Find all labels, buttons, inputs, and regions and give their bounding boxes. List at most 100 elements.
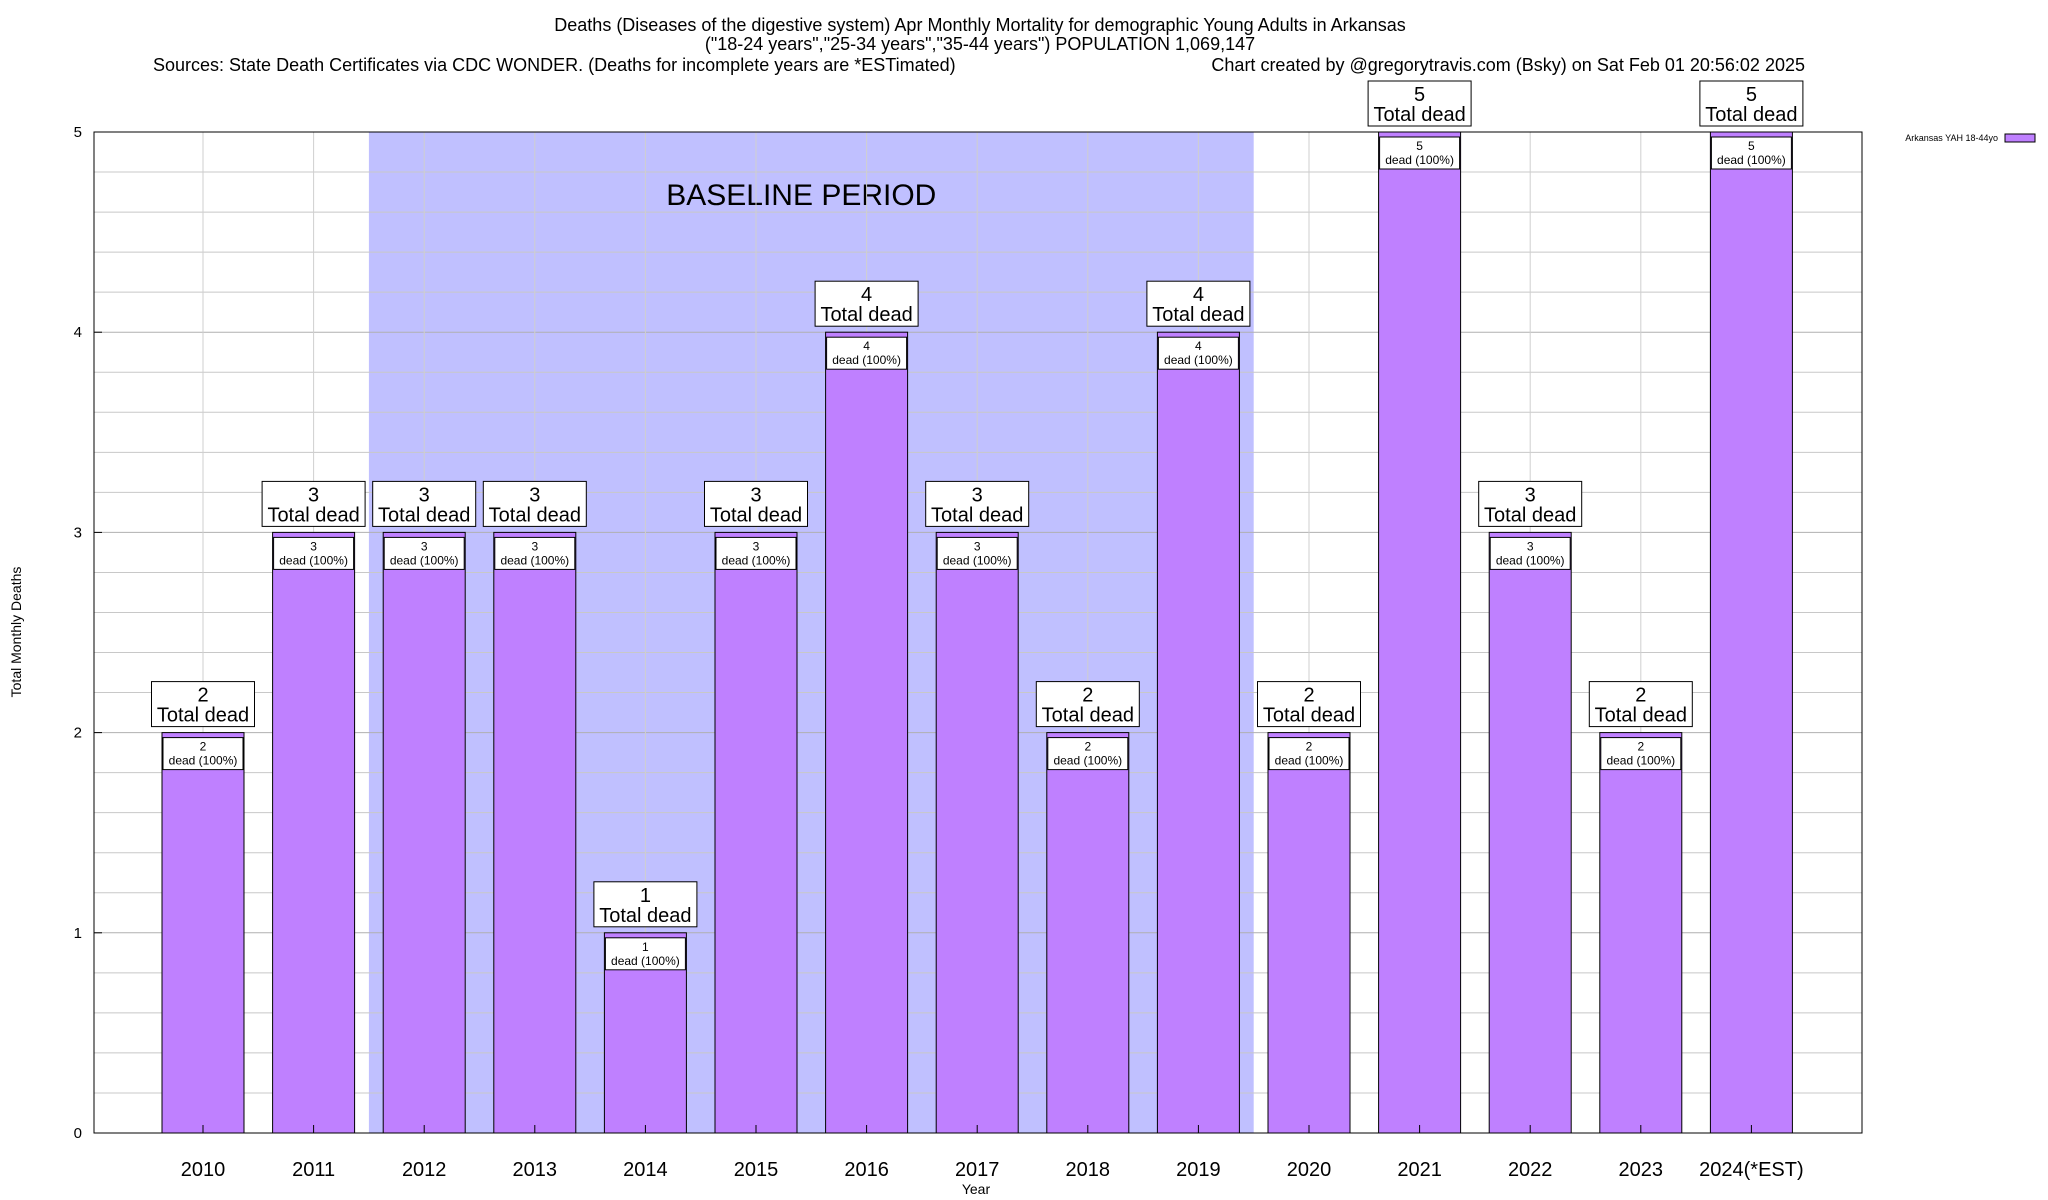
x-tick-label: 2017 (955, 1159, 1000, 1181)
total-label-text: Total dead (1595, 705, 1687, 727)
chart-source: Sources: State Death Certificates via CD… (153, 55, 956, 75)
total-label-value: 5 (1414, 84, 1425, 106)
bar-2020 (1267, 732, 1351, 1134)
x-tick-label: 2011 (292, 1159, 335, 1181)
segment-label-value: 1 (642, 940, 649, 954)
total-label-value: 1 (640, 885, 651, 907)
y-tick-label: 3 (74, 524, 82, 541)
segment-label-value: 3 (974, 539, 981, 553)
segment-label-box (1268, 737, 1350, 771)
segment-label-box (162, 737, 244, 771)
total-label-value: 3 (1525, 484, 1536, 506)
total-label-text: Total dead (1042, 705, 1134, 727)
bar-2023 (1599, 732, 1683, 1134)
segment-label-value: 2 (1306, 740, 1313, 754)
segment-label-value: 3 (753, 539, 760, 553)
segment-label-value: 2 (1084, 740, 1091, 754)
x-tick-label: 2012 (402, 1159, 447, 1181)
segment-label-box (936, 536, 1018, 570)
total-label-value: 3 (529, 484, 540, 506)
total-label-value: 3 (308, 484, 319, 506)
segment-label-text: dead (100%) (1717, 153, 1786, 167)
total-label-text: Total dead (820, 304, 912, 326)
total-label-text: Total dead (1705, 104, 1797, 126)
total-label-value: 4 (861, 284, 872, 306)
segment-label-box (1157, 336, 1239, 370)
chart-credit: Chart created by @gregorytravis.com (Bsk… (1211, 55, 1805, 75)
segment-label-text: dead (100%) (1164, 353, 1233, 367)
x-tick-label: 2013 (513, 1159, 558, 1181)
segment-label-text: dead (100%) (832, 353, 901, 367)
segment-label-value: 3 (1527, 539, 1534, 553)
bar-2012 (382, 531, 466, 1134)
segment-label-text: dead (100%) (1496, 553, 1565, 567)
y-tick-label: 2 (74, 725, 82, 742)
total-label-text: Total dead (1373, 104, 1465, 126)
segment-label-box (604, 937, 686, 971)
y-tick-label: 4 (74, 324, 82, 341)
x-tick-label: 2014 (623, 1159, 668, 1181)
bar-2018 (1046, 732, 1130, 1134)
total-label-box (925, 480, 1030, 527)
bar-2015 (714, 531, 798, 1134)
bar-2011 (272, 531, 356, 1134)
segment-label-value: 5 (1748, 139, 1755, 153)
x-axis-label: Year (962, 1181, 991, 1197)
total-label-value: 3 (419, 484, 430, 506)
total-label-text: Total dead (267, 504, 359, 526)
segment-label-text: dead (100%) (611, 954, 680, 968)
total-label-value: 4 (1193, 284, 1204, 306)
chart-title: Deaths (Diseases of the digestive system… (554, 15, 1405, 35)
total-label-value: 2 (1082, 685, 1093, 707)
segment-label-value: 2 (200, 740, 207, 754)
segment-label-value: 2 (1637, 740, 1644, 754)
total-label-box (1699, 80, 1804, 127)
segment-label-box (1600, 737, 1682, 771)
segment-label-value: 3 (310, 539, 317, 553)
total-label-text: Total dead (1263, 705, 1355, 727)
chart-subtitle: ("18-24 years","25-34 years","35-44 year… (705, 34, 1255, 54)
segment-label-text: dead (100%) (1053, 754, 1122, 768)
x-axis: 2010 2011 2012 2013 2014 2015 2016 2017 2018 2019… (181, 1125, 1804, 1181)
segment-label-box (383, 536, 465, 570)
total-label-text: Total dead (931, 504, 1023, 526)
segment-label-box (715, 536, 797, 570)
bars (161, 131, 1793, 1134)
segment-label-box (1047, 737, 1129, 771)
total-label-value: 3 (750, 484, 761, 506)
total-label-text: Total dead (710, 504, 802, 526)
total-label-value: 2 (197, 685, 208, 707)
segment-label-text: dead (100%) (1385, 153, 1454, 167)
x-tick-label: 2016 (844, 1159, 889, 1181)
segment-label-text: dead (100%) (943, 553, 1012, 567)
segment-label-value: 4 (1195, 339, 1202, 353)
x-tick-label: 2019 (1176, 1159, 1221, 1181)
x-tick-label: 2023 (1619, 1159, 1664, 1181)
legend: Arkansas YAH 18-44yo (1905, 133, 2036, 143)
segment-label-box (1379, 136, 1461, 170)
baseline-label: BASELINE PERIOD (666, 179, 936, 212)
total-label-box (593, 881, 698, 928)
bar-2016 (825, 331, 909, 1134)
total-label-text: Total dead (1484, 504, 1576, 526)
total-label-text: Total dead (378, 504, 470, 526)
bar-2013 (493, 531, 577, 1134)
y-tick-label: 1 (74, 925, 82, 942)
legend-label: Arkansas YAH 18-44yo (1905, 133, 1998, 143)
total-label-box (1257, 681, 1361, 728)
bar-2021 (1378, 131, 1462, 1134)
bar-2022 (1488, 531, 1572, 1134)
total-label-box (372, 480, 477, 527)
x-tick-label: 2024(*EST) (1699, 1159, 1804, 1181)
total-label-text: Total dead (489, 504, 581, 526)
segment-label-value: 4 (863, 339, 870, 353)
segment-label-text: dead (100%) (1275, 754, 1344, 768)
segment-label-box (494, 536, 576, 570)
y-axis-label: Total Monthly Deaths (8, 567, 24, 698)
x-tick-label: 2018 (1066, 1159, 1111, 1181)
x-tick-label: 2022 (1508, 1159, 1553, 1181)
total-label-box (482, 480, 587, 527)
segment-label-box (1489, 536, 1571, 570)
